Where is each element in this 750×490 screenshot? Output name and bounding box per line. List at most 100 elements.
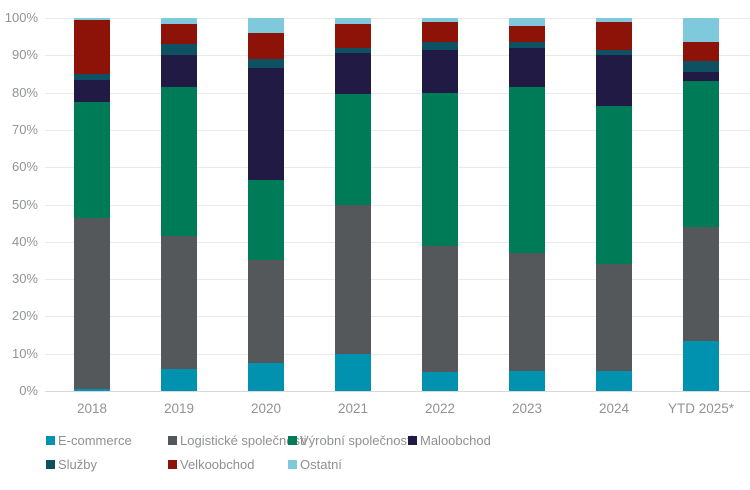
bar-segment-e-commerce (596, 370, 632, 391)
bar-segment-velkoobchod (74, 19, 110, 74)
y-axis-label: 40% (11, 233, 38, 249)
bar-segment-maloobchod (161, 55, 197, 88)
bar-segment-sluzby (422, 42, 458, 50)
bar-segment-vyrobni-spolecnosti (596, 105, 632, 265)
bar-segment-logisticke-spolecnosti (683, 226, 719, 341)
bar-segment-velkoobchod (596, 21, 632, 50)
legend-label: Výrobní společnosti (300, 433, 414, 448)
bar-segment-vyrobni-spolecnosti (509, 87, 545, 254)
x-axis-label: 2022 (424, 401, 456, 416)
bar-segment-logisticke-spolecnosti (248, 260, 284, 364)
bar-segment-vyrobni-spolecnosti (683, 81, 719, 227)
legend-item-velkoobchod: Velkoobchod (168, 457, 254, 472)
gridline (45, 204, 750, 206)
bar-segment-e-commerce (422, 372, 458, 391)
bar-segment-e-commerce (335, 353, 371, 391)
bar-segment-e-commerce (683, 340, 719, 391)
bar-segment-logisticke-spolecnosti (596, 264, 632, 371)
bar-segment-ostatni (422, 18, 458, 22)
gridline (45, 353, 750, 355)
y-axis-label: 10% (11, 345, 38, 361)
bar-segment-ostatni (596, 18, 632, 22)
y-axis-label: 20% (11, 308, 38, 324)
y-axis-label: 90% (11, 47, 38, 63)
bar-segment-maloobchod (596, 55, 632, 106)
x-axis-label: 2024 (598, 401, 630, 416)
x-axis-label: 2023 (511, 401, 543, 416)
x-axis-label: 2020 (250, 401, 282, 416)
bar-segment-vyrobni-spolecnosti (335, 94, 371, 205)
x-axis-label: 2018 (76, 401, 108, 416)
legend-item-maloobchod: Maloobchod (408, 433, 491, 448)
gridline (45, 167, 750, 169)
gridline (45, 279, 750, 281)
bar-segment-ostatni (683, 18, 719, 43)
bar-segment-e-commerce (161, 368, 197, 391)
bar-segment-sluzby (161, 44, 197, 56)
bar-segment-sluzby (248, 59, 284, 69)
legend-label: Maloobchod (420, 433, 491, 448)
gridline (45, 241, 750, 243)
legend-marker-sluzby (46, 460, 55, 469)
gridline (45, 18, 750, 19)
legend-item-e-commerce: E-commerce (46, 433, 132, 448)
bar-segment-maloobchod (74, 79, 110, 102)
bar-segment-sluzby (335, 47, 371, 54)
bar-segment-maloobchod (683, 72, 719, 82)
bar-segment-velkoobchod (683, 42, 719, 61)
bar-segment-e-commerce (74, 389, 110, 391)
bar-ytd-2025 (683, 18, 719, 391)
legend-item-logisticke-spolecnosti: Logistické společnosti (168, 433, 306, 448)
bar-segment-sluzby (596, 49, 632, 56)
bar-segment-logisticke-spolecnosti (335, 204, 371, 354)
bar-2023 (509, 18, 545, 391)
bar-segment-ostatni (74, 18, 110, 20)
legend-label: Služby (58, 457, 98, 472)
legend-marker-logisticke-spolecnosti (168, 436, 177, 445)
bar-segment-maloobchod (335, 53, 371, 95)
bar-segment-vyrobni-spolecnosti (161, 87, 197, 237)
bar-segment-e-commerce (248, 363, 284, 391)
x-axis-label: 2021 (337, 401, 369, 416)
legend-item-sluzby: Služby (46, 457, 97, 472)
bar-segment-velkoobchod (161, 23, 197, 45)
legend-marker-ostatni (288, 460, 297, 469)
gridline (45, 55, 750, 57)
bar-segment-ostatni (335, 18, 371, 24)
y-axis-label: 50% (11, 196, 38, 212)
bar-2019 (161, 18, 197, 391)
bar-segment-logisticke-spolecnosti (509, 253, 545, 371)
y-axis-label: 100% (4, 10, 38, 25)
bar-segment-ostatni (509, 18, 545, 26)
bar-segment-ostatni (161, 18, 197, 24)
bar-segment-sluzby (74, 73, 110, 80)
bar-segment-logisticke-spolecnosti (74, 217, 110, 390)
bar-segment-vyrobni-spolecnosti (248, 180, 284, 261)
bar-segment-sluzby (683, 60, 719, 73)
bar-segment-maloobchod (509, 47, 545, 88)
bar-segment-ostatni (248, 18, 284, 33)
legend-marker-velkoobchod (168, 460, 177, 469)
bar-segment-e-commerce (509, 370, 545, 391)
bar-segment-velkoobchod (248, 32, 284, 60)
legend-marker-vyrobni-spolecnosti (288, 436, 297, 445)
bar-segment-logisticke-spolecnosti (422, 245, 458, 373)
x-axis-line (45, 391, 750, 392)
bar-2020 (248, 18, 284, 391)
bar-segment-maloobchod (422, 49, 458, 93)
bar-segment-vyrobni-spolecnosti (422, 92, 458, 246)
bar-2024 (596, 18, 632, 391)
bar-segment-velkoobchod (422, 21, 458, 43)
legend-label: Logistické společnosti (180, 433, 307, 448)
legend-label: Ostatní (300, 457, 342, 472)
y-axis-label: 0% (19, 383, 38, 398)
y-axis-label: 80% (11, 84, 38, 100)
bar-segment-velkoobchod (509, 25, 545, 43)
bar-segment-logisticke-spolecnosti (161, 236, 197, 369)
legend-marker-e-commerce (46, 436, 55, 445)
gridline (45, 129, 750, 131)
legend-item-ostatni: Ostatní (288, 457, 342, 472)
bar-segment-velkoobchod (335, 23, 371, 48)
y-axis-label: 30% (11, 271, 38, 287)
